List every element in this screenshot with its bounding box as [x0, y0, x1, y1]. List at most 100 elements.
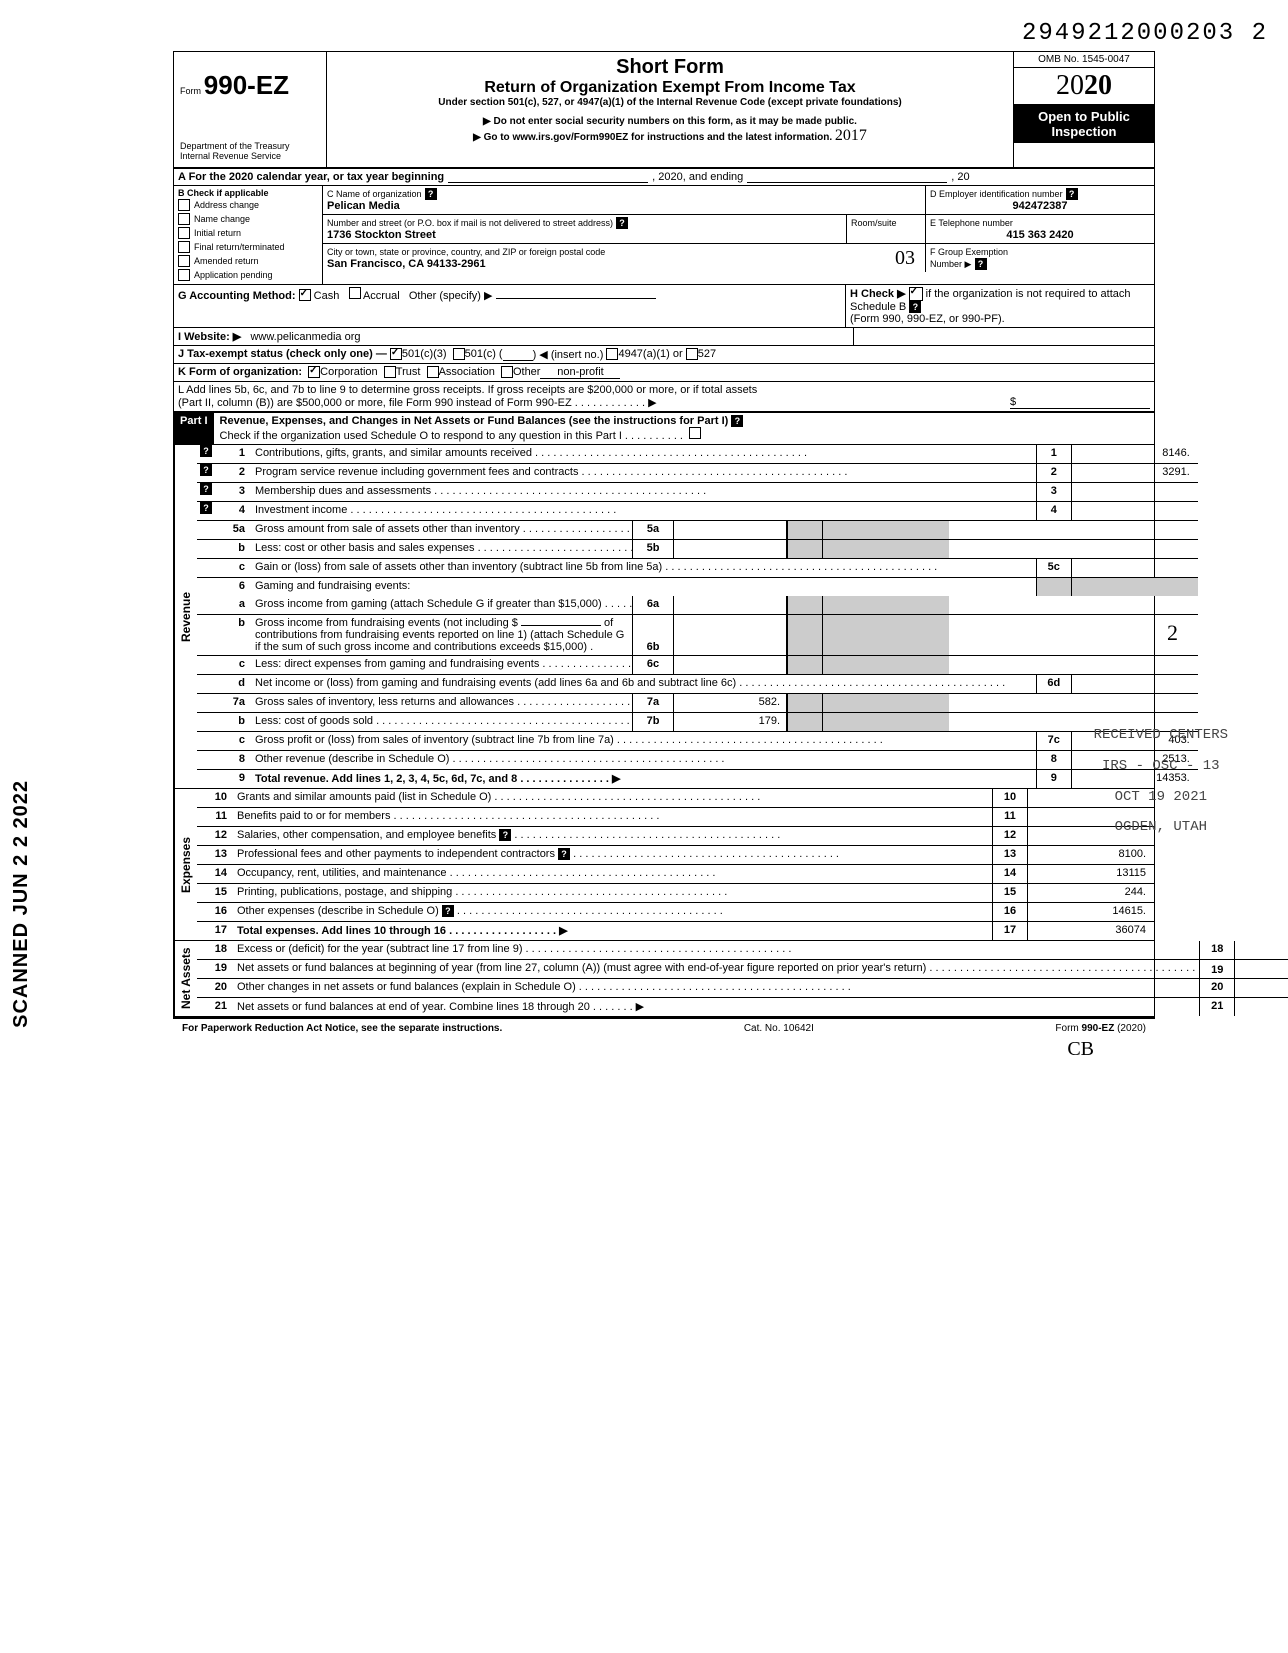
cb-501c3[interactable] — [390, 348, 402, 360]
cb-other-org[interactable] — [501, 366, 513, 378]
help-icon[interactable]: ? — [975, 258, 987, 270]
ein: 942472387 — [930, 200, 1150, 212]
stamp-date: OCT 19 2021 — [1094, 782, 1228, 813]
line-12-r: 12 — [992, 827, 1027, 845]
line-7a-desc: Gross sales of inventory, less returns a… — [251, 694, 632, 712]
line-1-val: 8146. — [1071, 445, 1198, 463]
cb-amended-return[interactable] — [178, 255, 190, 267]
line-6c-m: 6c — [632, 656, 674, 674]
city-label: City or town, state or province, country… — [327, 247, 605, 257]
help-icon[interactable]: ? — [499, 829, 511, 841]
line-5a-num: 5a — [215, 521, 251, 539]
j-501c: 501(c) ( — [465, 348, 503, 361]
l-text2: (Part II, column (B)) are $500,000 or mo… — [178, 396, 1010, 409]
line-10-desc: Grants and similar amounts paid (list in… — [233, 789, 992, 807]
j-label: J Tax-exempt status (check only one) — — [178, 348, 387, 361]
line-18-desc: Excess or (deficit) for the year (subtra… — [233, 941, 1199, 959]
help-icon[interactable]: ? — [1066, 188, 1078, 200]
cb-schedule-o[interactable] — [689, 427, 701, 439]
h-text2: (Form 990, 990-EZ, or 990-PF). — [850, 313, 1005, 325]
part1-label: Part I — [174, 413, 214, 444]
l-dollar: $ — [1010, 396, 1150, 409]
help-icon[interactable]: ? — [425, 188, 437, 200]
help-icon[interactable]: ? — [558, 848, 570, 860]
street: 1736 Stockton Street — [327, 229, 436, 241]
line-6b-mval — [674, 615, 787, 655]
handwritten-03: 03 — [895, 247, 915, 270]
cb-final-return[interactable] — [178, 241, 190, 253]
open-public-2: Inspection — [1016, 124, 1152, 139]
f-label: F Group Exemption — [930, 247, 1008, 257]
section-b: B Check if applicable Address change Nam… — [174, 186, 323, 284]
cb-corporation[interactable] — [308, 366, 320, 378]
cb-association[interactable] — [427, 366, 439, 378]
cb-cash[interactable] — [299, 289, 311, 301]
help-icon[interactable]: ? — [200, 483, 212, 495]
form-year: 2020 — [1056, 70, 1112, 101]
line-1-r: 1 — [1036, 445, 1071, 463]
help-icon[interactable]: ? — [616, 217, 628, 229]
title-box: Short Form Return of Organization Exempt… — [327, 52, 1013, 167]
line-21-desc: Net assets or fund balances at end of ye… — [233, 998, 1199, 1016]
line-14-desc: Occupancy, rent, utilities, and maintena… — [233, 865, 992, 883]
line-6a-desc: Gross income from gaming (attach Schedul… — [251, 596, 632, 614]
dln-number: 2949212000203 2 — [20, 20, 1288, 47]
cb-trust[interactable] — [384, 366, 396, 378]
line-2-val: 3291. — [1071, 464, 1198, 482]
line-14-num: 14 — [197, 865, 233, 883]
cb-address-change[interactable] — [178, 199, 190, 211]
line-6b-desc: Gross income from fundraising events (no… — [255, 617, 518, 629]
stamp-received: RECEIVED CENTERS — [1094, 720, 1228, 751]
line-7b-desc: Less: cost of goods sold — [251, 713, 632, 731]
line-5c-num: c — [215, 559, 251, 577]
help-icon[interactable]: ? — [200, 464, 212, 476]
line-21-r: 21 — [1199, 998, 1234, 1016]
line-21-num: 21 — [197, 998, 233, 1016]
cb-name-change[interactable] — [178, 213, 190, 225]
b-initial-return: Initial return — [194, 228, 241, 238]
scanned-stamp: SCANNED JUN 2 2 2022 — [10, 780, 33, 1028]
initials: CB — [174, 1038, 1154, 1061]
help-icon[interactable]: ? — [909, 301, 921, 313]
help-icon[interactable]: ? — [200, 502, 212, 514]
cb-527[interactable] — [686, 348, 698, 360]
line-7b-m: 7b — [632, 713, 674, 731]
help-icon[interactable]: ? — [731, 415, 743, 427]
cb-4947[interactable] — [606, 348, 618, 360]
help-icon[interactable]: ? — [442, 905, 454, 917]
help-icon[interactable]: ? — [200, 445, 212, 457]
line-19-val: 249425. — [1234, 960, 1288, 978]
b-application-pending: Application pending — [194, 270, 273, 280]
line-6c-mval — [674, 656, 787, 674]
cb-initial-return[interactable] — [178, 227, 190, 239]
line-7c-desc: Gross profit or (loss) from sales of inv… — [251, 732, 1036, 750]
side-revenue: Revenue — [174, 445, 197, 788]
cb-accrual[interactable] — [349, 287, 361, 299]
cb-application-pending[interactable] — [178, 269, 190, 281]
line-7c-num: c — [215, 732, 251, 750]
line-7a-m: 7a — [632, 694, 674, 712]
line-5b-num: b — [215, 540, 251, 558]
line-7b-mval: 179. — [674, 713, 787, 731]
h-label: H Check ▶ — [850, 288, 906, 300]
line-5c-val — [1071, 559, 1198, 577]
line-8-r: 8 — [1036, 751, 1071, 769]
line-18-val: (21721.) — [1234, 941, 1288, 959]
line-7a-mval: 582. — [674, 694, 787, 712]
line-13-num: 13 — [197, 846, 233, 864]
title-main: Return of Organization Exempt From Incom… — [335, 79, 1005, 97]
line-7b-num: b — [215, 713, 251, 731]
org-name: Pelican Media — [327, 200, 400, 212]
website: www.pelicanmedia org — [250, 331, 360, 343]
b-address-change: Address change — [194, 200, 259, 210]
line-a-end: , 20 — [951, 171, 969, 183]
line-21-val: 227669. — [1234, 998, 1288, 1016]
cb-501c[interactable] — [453, 348, 465, 360]
k-nonprofit: non-profit — [540, 366, 620, 379]
g-accrual: Accrual — [363, 290, 400, 302]
cb-schedule-b[interactable] — [909, 287, 923, 301]
line-6c-desc: Less: direct expenses from gaming and fu… — [251, 656, 632, 674]
j-4947: 4947(a)(1) or — [618, 348, 682, 361]
c-label: C Name of organization — [327, 189, 422, 199]
line-12-num: 12 — [197, 827, 233, 845]
